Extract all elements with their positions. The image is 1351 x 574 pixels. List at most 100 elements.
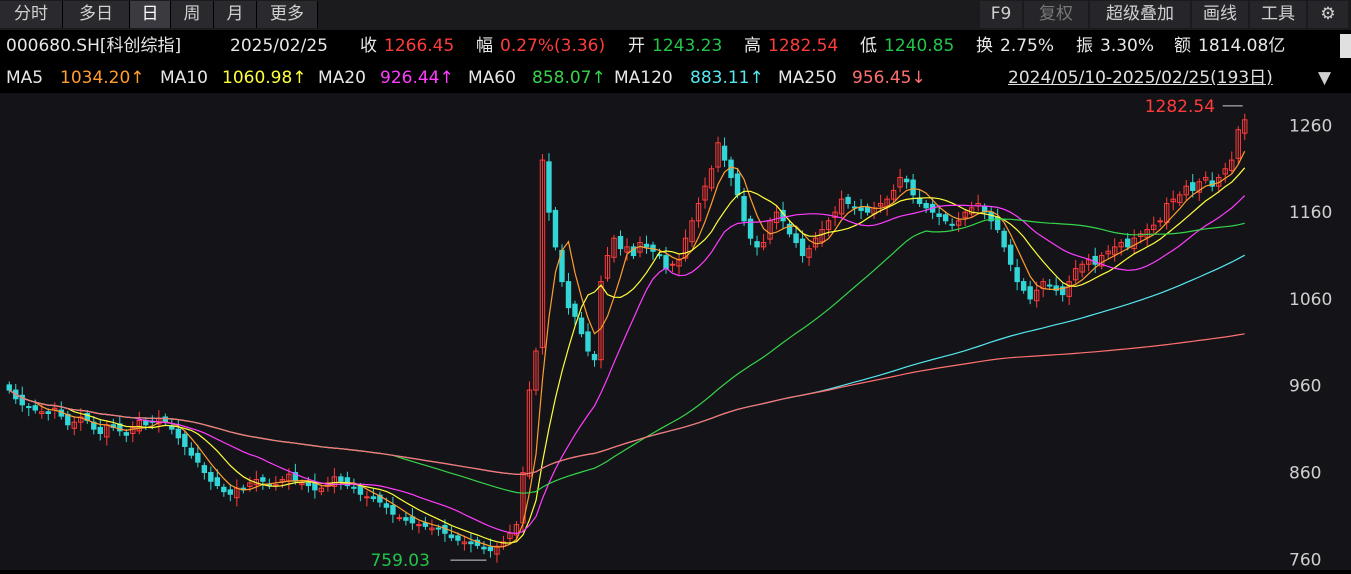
candle-body [175, 428, 182, 439]
candle-body [832, 211, 838, 218]
tab-monthly[interactable]: 月 [214, 1, 257, 28]
candle-body [481, 546, 487, 550]
tab-intraday[interactable]: 分时 [0, 1, 63, 28]
y-tick-label: 1160 [1289, 203, 1332, 223]
candle-body [578, 317, 585, 335]
candle-body [32, 405, 38, 411]
ma60-name: MA60 [468, 68, 516, 88]
candle-body [741, 196, 747, 222]
candle-body [377, 494, 383, 503]
candle-body [357, 485, 364, 495]
side-panel-toggle[interactable] [1340, 34, 1351, 58]
date-range[interactable]: 2024/05/10-2025/02/25(193日) [1008, 68, 1273, 88]
candle-body [201, 465, 208, 474]
candle-body [663, 255, 669, 270]
candle-body [1144, 229, 1150, 238]
candle-body [299, 482, 305, 486]
draw-button[interactable]: 画线 [1192, 1, 1248, 28]
candle-body [455, 535, 461, 541]
candle-body [734, 173, 741, 196]
candle-body [1151, 224, 1157, 231]
candle-body [1001, 230, 1007, 248]
candle-body [617, 235, 624, 250]
candle-body [117, 423, 123, 432]
candle-body [1118, 242, 1124, 248]
candle-body [858, 207, 864, 211]
amplitude-value: 3.30% [1100, 36, 1155, 56]
tab-more[interactable]: 更多 [257, 1, 318, 28]
open-value: 1243.23 [652, 36, 723, 56]
candle-body [695, 202, 702, 222]
close-label: 收 [360, 36, 377, 56]
quote-bar: 000680.SH[科创综指] 2025/02/25 收 1266.45 幅 0… [0, 31, 1351, 61]
ma20-value: 926.44↑ [380, 68, 454, 88]
dropdown-triangle-icon[interactable]: ▼ [1318, 68, 1332, 88]
candle-body [1053, 285, 1059, 291]
candle-body [806, 248, 812, 258]
candle-body [1196, 181, 1202, 193]
settings-button[interactable]: ⚙ [1308, 1, 1348, 28]
candle-body [468, 541, 474, 545]
candle-body [747, 218, 754, 239]
candle-body [45, 411, 51, 415]
candle-body [331, 476, 338, 487]
candle-body [123, 432, 129, 436]
candle-body [1072, 268, 1079, 281]
ma5-name: MA5 [6, 68, 44, 88]
candle-body [19, 394, 25, 406]
candle-body [624, 246, 630, 253]
candle-body [403, 517, 409, 521]
candle-body [351, 486, 357, 489]
y-tick-label: 760 [1289, 550, 1321, 570]
candle-body [435, 527, 442, 530]
candle-body [1157, 220, 1163, 223]
candle-body [877, 202, 884, 207]
candle-body [799, 238, 806, 257]
candle-body [942, 214, 949, 222]
candle-body [981, 206, 988, 213]
candle-body [1190, 182, 1196, 191]
candle-body [708, 168, 715, 189]
candle-body [1033, 289, 1040, 302]
candle-body [845, 196, 851, 204]
candle-body [585, 331, 591, 352]
adjust-button[interactable]: 复权 [1024, 1, 1088, 28]
candle-body [838, 198, 845, 215]
ma10-value: 1060.98↑ [222, 68, 307, 88]
candle-body [305, 482, 312, 487]
tools-button[interactable]: 工具 [1250, 1, 1306, 28]
tab-multi-day[interactable]: 多日 [63, 1, 130, 28]
f9-button[interactable]: F9 [980, 1, 1022, 28]
tab-daily[interactable]: 日 [130, 1, 171, 28]
ma-line-ma10 [8, 167, 1246, 544]
candle-body [702, 185, 708, 201]
ma-line-ma20 [8, 195, 1246, 535]
ma60-value: 858.07↑ [532, 68, 606, 88]
candle-body [214, 477, 221, 487]
candle-body [344, 477, 351, 487]
candle-body [526, 389, 533, 477]
candle-body [1066, 281, 1072, 297]
ma250-value: 956.45↓ [852, 68, 926, 88]
high-label: 高 [744, 36, 761, 56]
candle-body [188, 447, 195, 456]
turnover-label: 换 [976, 36, 993, 56]
y-tick-label: 960 [1289, 377, 1321, 397]
candle-body [1170, 198, 1176, 203]
candle-body [1027, 286, 1033, 300]
ma10-name: MA10 [160, 68, 208, 88]
ma250-name: MA250 [778, 68, 837, 88]
candle-body [1014, 267, 1020, 283]
overlay-button[interactable]: 超级叠加 [1090, 1, 1190, 28]
candle-body [370, 496, 377, 500]
candle-body [682, 237, 689, 259]
candle-body [825, 220, 832, 231]
candle-body [182, 433, 188, 447]
change-label: 幅 [476, 36, 493, 56]
tab-weekly[interactable]: 周 [171, 1, 214, 28]
candle-body [903, 178, 910, 183]
candle-body [689, 220, 695, 243]
candle-body [221, 486, 227, 493]
min-annotation: 759.03 [370, 551, 429, 570]
candle-body [461, 541, 468, 545]
